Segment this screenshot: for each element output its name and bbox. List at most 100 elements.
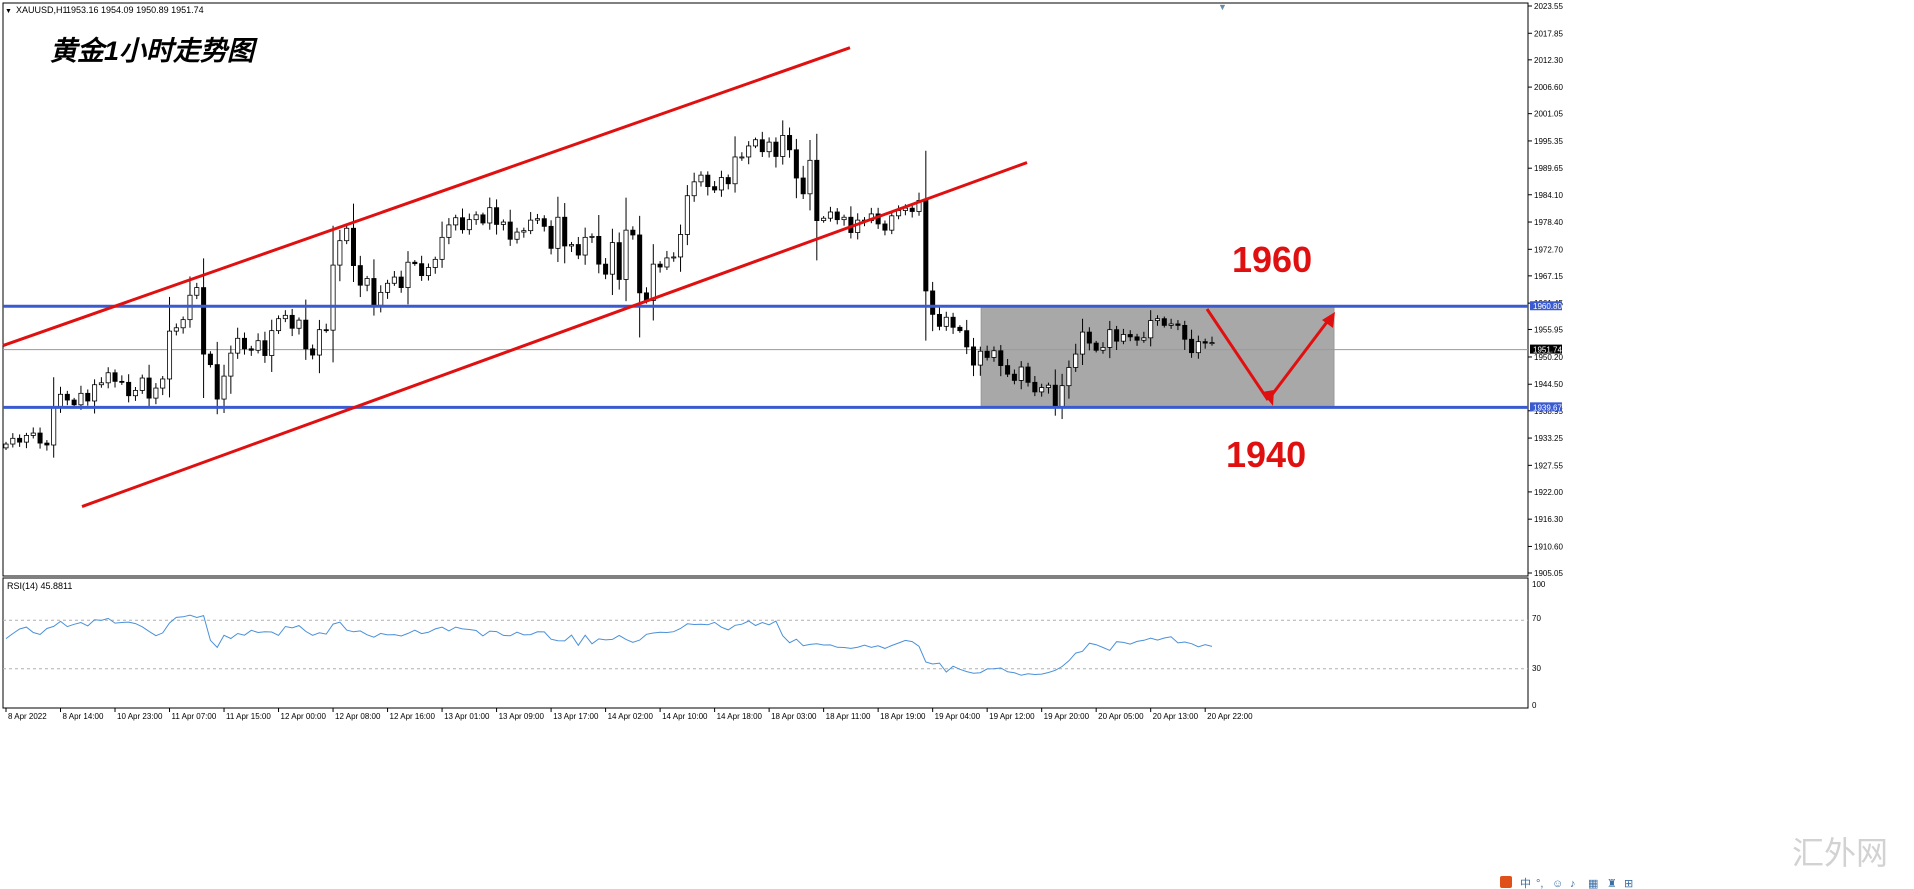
scroll-marker-icon[interactable]: ▼ [1218, 2, 1227, 12]
candle[interactable] [589, 235, 595, 238]
candle[interactable] [167, 330, 173, 380]
candle[interactable] [555, 216, 561, 249]
candle[interactable] [650, 263, 656, 301]
candle[interactable] [357, 265, 363, 286]
candle[interactable] [119, 380, 125, 383]
candle[interactable] [780, 135, 786, 157]
candle[interactable] [323, 329, 329, 332]
candle[interactable] [132, 390, 138, 397]
candle[interactable] [514, 231, 520, 240]
candle[interactable] [453, 217, 459, 226]
candle[interactable] [773, 141, 779, 157]
candle[interactable] [241, 337, 247, 350]
candle[interactable] [991, 350, 997, 358]
candle[interactable] [44, 442, 50, 446]
candle[interactable] [528, 219, 534, 232]
candle[interactable] [841, 216, 847, 221]
rsi-pane[interactable] [2, 577, 1529, 709]
candle[interactable] [691, 181, 697, 197]
candle[interactable] [1073, 353, 1079, 368]
candle[interactable] [23, 435, 29, 443]
price-pane[interactable] [2, 2, 1529, 577]
candle[interactable] [596, 235, 602, 265]
candle[interactable] [998, 350, 1004, 366]
candle[interactable] [1107, 329, 1113, 348]
candle[interactable] [1202, 341, 1208, 344]
candle[interactable] [105, 372, 111, 384]
candle[interactable] [575, 244, 581, 256]
candle[interactable] [630, 229, 636, 236]
candle[interactable] [1032, 381, 1038, 393]
candle[interactable] [1086, 331, 1092, 344]
candle[interactable] [425, 267, 431, 277]
candle[interactable] [1025, 366, 1031, 383]
candle[interactable] [466, 219, 472, 231]
candle[interactable] [1005, 365, 1011, 375]
candle[interactable] [582, 236, 588, 256]
candle[interactable] [950, 316, 956, 328]
candle[interactable] [1182, 324, 1188, 340]
candle[interactable] [548, 225, 554, 249]
candle[interactable] [943, 316, 949, 327]
candle[interactable] [1018, 366, 1024, 381]
candle[interactable] [834, 211, 840, 221]
candle[interactable] [964, 330, 970, 348]
candle[interactable] [494, 207, 500, 225]
candle[interactable] [17, 437, 23, 443]
candle[interactable] [793, 149, 799, 179]
candle[interactable] [1154, 318, 1161, 322]
candle[interactable] [3, 443, 9, 449]
candle[interactable] [814, 159, 820, 221]
candle[interactable] [977, 350, 983, 366]
candle[interactable] [684, 195, 690, 235]
candle[interactable] [569, 244, 575, 247]
candle[interactable] [316, 329, 322, 356]
candle[interactable] [473, 214, 479, 221]
candle[interactable] [385, 282, 391, 293]
candle[interactable] [1045, 384, 1051, 388]
candle[interactable] [1161, 318, 1167, 326]
candle[interactable] [1100, 346, 1106, 351]
candle[interactable] [153, 387, 159, 399]
candle[interactable] [1114, 329, 1120, 342]
toolbar-emoji-icon[interactable]: ☺ [1552, 878, 1563, 889]
candle[interactable] [739, 156, 745, 159]
candle[interactable] [446, 224, 452, 238]
candle[interactable] [1066, 367, 1072, 387]
rsi-line[interactable] [5, 614, 1213, 676]
candle[interactable] [344, 227, 350, 242]
candle[interactable] [827, 211, 833, 219]
candle[interactable] [1011, 373, 1017, 381]
candle[interactable] [221, 375, 227, 400]
candle[interactable] [255, 340, 261, 351]
input-method-toolbar[interactable]: 中 °, ☺ ♪ ▦ ♜ ⊞ [1500, 876, 1633, 889]
candle[interactable] [214, 364, 220, 400]
candle[interactable] [432, 258, 438, 268]
candle[interactable] [637, 234, 643, 294]
candle[interactable] [507, 221, 513, 240]
candle[interactable] [800, 177, 806, 195]
candle[interactable] [71, 399, 77, 406]
candle[interactable] [936, 313, 942, 327]
candle[interactable] [752, 139, 759, 147]
candle[interactable] [419, 263, 425, 277]
candle[interactable] [364, 278, 370, 286]
candle[interactable] [398, 276, 404, 288]
candle[interactable] [310, 348, 316, 356]
candle[interactable] [92, 384, 98, 402]
candle[interactable] [984, 350, 990, 358]
candle[interactable] [378, 291, 384, 306]
candle[interactable] [207, 353, 213, 366]
candle[interactable] [787, 135, 793, 151]
candle[interactable] [657, 263, 663, 268]
candle[interactable] [439, 236, 445, 260]
candle[interactable] [705, 174, 711, 188]
toolbar-grid-icon[interactable]: ⊞ [1624, 878, 1633, 889]
candle[interactable] [500, 221, 506, 225]
candle[interactable] [480, 214, 486, 224]
candle[interactable] [1120, 334, 1126, 342]
candle[interactable] [371, 278, 377, 306]
candle[interactable] [330, 264, 336, 331]
candle[interactable] [1175, 323, 1181, 326]
